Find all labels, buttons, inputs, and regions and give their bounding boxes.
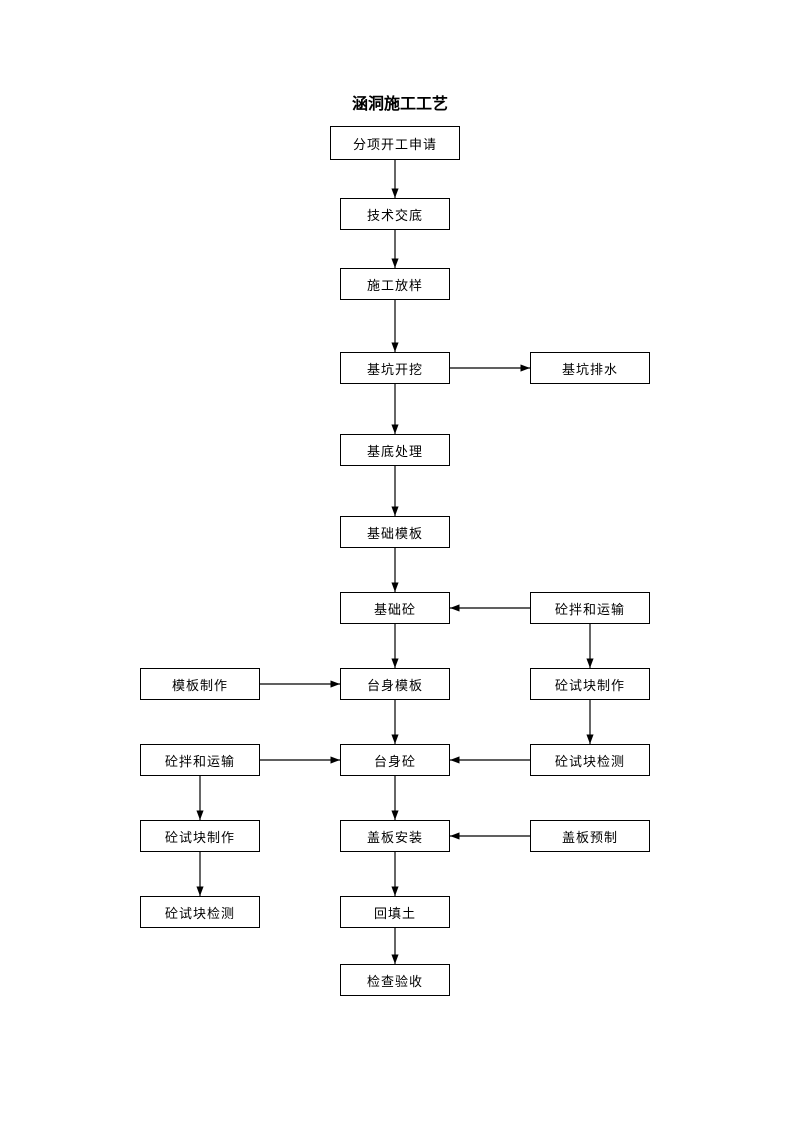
flowchart-node: 砼拌和运输 [140,744,260,776]
flowchart-node: 基底处理 [340,434,450,466]
flowchart-node: 模板制作 [140,668,260,700]
flowchart-node: 盖板预制 [530,820,650,852]
flowchart-node: 砼试块制作 [140,820,260,852]
flowchart-node: 台身模板 [340,668,450,700]
flowchart-node: 砼试块制作 [530,668,650,700]
flowchart-node: 砼试块检测 [530,744,650,776]
flowchart-node: 施工放样 [340,268,450,300]
flowchart-node: 基坑排水 [530,352,650,384]
edges-layer [0,0,800,1132]
flowchart-node: 基坑开挖 [340,352,450,384]
flowchart-canvas: 涵洞施工工艺 分项开工申请技术交底施工放样基坑开挖 基坑排水基底处理基础模板基础砼… [0,0,800,1132]
flowchart-node: 技术交底 [340,198,450,230]
flowchart-node: 检查验收 [340,964,450,996]
flowchart-node: 分项开工申请 [330,126,460,160]
flowchart-node: 砼拌和运输 [530,592,650,624]
flowchart-node: 盖板安装 [340,820,450,852]
flowchart-node: 基础模板 [340,516,450,548]
flowchart-node: 基础砼 [340,592,450,624]
flowchart-node: 砼试块检测 [140,896,260,928]
flowchart-node: 回填土 [340,896,450,928]
diagram-title: 涵洞施工工艺 [290,90,510,114]
flowchart-node: 台身砼 [340,744,450,776]
